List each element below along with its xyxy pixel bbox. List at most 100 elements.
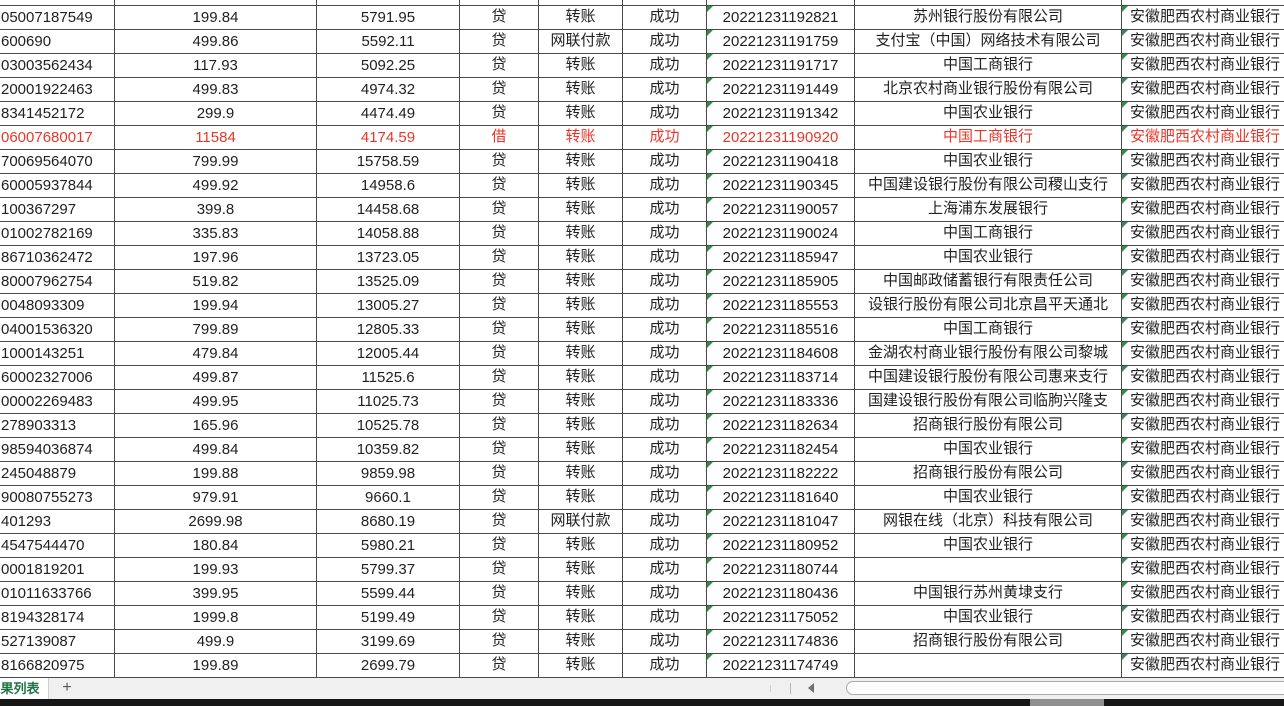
own-bank-cell[interactable]: 安徽肥西农村商业银行 bbox=[1122, 78, 1284, 101]
timestamp-cell[interactable]: 20221231191342 bbox=[707, 102, 855, 125]
scrollbar-split-handle[interactable] bbox=[790, 683, 791, 694]
bank-cell[interactable]: 中国工商银行 bbox=[855, 54, 1122, 77]
bank-cell[interactable]: 招商银行股份有限公司 bbox=[855, 414, 1122, 437]
direction-cell[interactable]: 贷 bbox=[460, 342, 539, 365]
balance-cell[interactable]: 14058.88 bbox=[317, 222, 460, 245]
own-bank-cell[interactable]: 安徽肥西农村商业银行 bbox=[1122, 150, 1284, 173]
account-cell[interactable]: 90080755273 bbox=[0, 486, 115, 509]
account-cell[interactable]: 1000143251 bbox=[0, 342, 115, 365]
bank-cell[interactable]: 北京农村商业银行股份有限公司 bbox=[855, 78, 1122, 101]
direction-cell[interactable]: 贷 bbox=[460, 534, 539, 557]
amount-cell[interactable]: 199.88 bbox=[115, 462, 317, 485]
balance-cell[interactable]: 4174.59 bbox=[317, 126, 460, 149]
direction-cell[interactable]: 贷 bbox=[460, 198, 539, 221]
own-bank-cell[interactable]: 安徽肥西农村商业银行 bbox=[1122, 222, 1284, 245]
own-bank-cell[interactable]: 安徽肥西农村商业银行 bbox=[1122, 126, 1284, 149]
h-scrollbar-thumb[interactable] bbox=[846, 681, 1284, 695]
balance-cell[interactable]: 2699.79 bbox=[317, 654, 460, 677]
bank-cell[interactable]: 中国农业银行 bbox=[855, 534, 1122, 557]
account-cell[interactable]: 04001536320 bbox=[0, 318, 115, 341]
bank-cell[interactable]: 招商银行股份有限公司 bbox=[855, 462, 1122, 485]
account-cell[interactable]: 8194328174 bbox=[0, 606, 115, 629]
amount-cell[interactable]: 799.99 bbox=[115, 150, 317, 173]
amount-cell[interactable]: 199.93 bbox=[115, 558, 317, 581]
direction-cell[interactable]: 借 bbox=[460, 126, 539, 149]
status-cell[interactable]: 成功 bbox=[623, 6, 707, 29]
timestamp-cell[interactable]: 20221231181047 bbox=[707, 510, 855, 533]
account-cell[interactable]: 401293 bbox=[0, 510, 115, 533]
account-cell[interactable]: 01002782169 bbox=[0, 222, 115, 245]
account-cell[interactable]: 70069564070 bbox=[0, 150, 115, 173]
method-cell[interactable]: 转账 bbox=[539, 246, 623, 269]
own-bank-cell[interactable]: 安徽肥西农村商业银行 bbox=[1122, 630, 1284, 653]
amount-cell[interactable]: 979.91 bbox=[115, 486, 317, 509]
bank-cell[interactable]: 苏州银行股份有限公司 bbox=[855, 6, 1122, 29]
method-cell[interactable]: 转账 bbox=[539, 654, 623, 677]
direction-cell[interactable]: 贷 bbox=[460, 174, 539, 197]
amount-cell[interactable]: 399.8 bbox=[115, 198, 317, 221]
balance-cell[interactable]: 4974.32 bbox=[317, 78, 460, 101]
sheet-tab[interactable]: 果列表 bbox=[0, 678, 49, 699]
own-bank-cell[interactable]: 安徽肥西农村商业银行 bbox=[1122, 270, 1284, 293]
status-cell[interactable]: 成功 bbox=[623, 390, 707, 413]
balance-cell[interactable]: 3199.69 bbox=[317, 630, 460, 653]
status-cell[interactable]: 成功 bbox=[623, 510, 707, 533]
method-cell[interactable]: 转账 bbox=[539, 630, 623, 653]
method-cell[interactable]: 转账 bbox=[539, 318, 623, 341]
status-cell[interactable]: 成功 bbox=[623, 558, 707, 581]
bank-cell[interactable]: 中国农业银行 bbox=[855, 102, 1122, 125]
method-cell[interactable]: 转账 bbox=[539, 606, 623, 629]
method-cell[interactable]: 转账 bbox=[539, 150, 623, 173]
balance-cell[interactable]: 9859.98 bbox=[317, 462, 460, 485]
status-cell[interactable]: 成功 bbox=[623, 654, 707, 677]
direction-cell[interactable]: 贷 bbox=[460, 102, 539, 125]
balance-cell[interactable]: 5599.44 bbox=[317, 582, 460, 605]
timestamp-cell[interactable]: 20221231174749 bbox=[707, 654, 855, 677]
status-cell[interactable]: 成功 bbox=[623, 582, 707, 605]
account-cell[interactable]: 03003562434 bbox=[0, 54, 115, 77]
amount-cell[interactable]: 519.82 bbox=[115, 270, 317, 293]
bank-cell[interactable]: 设银行股份有限公司北京昌平天通北 bbox=[855, 294, 1122, 317]
own-bank-cell[interactable]: 安徽肥西农村商业银行 bbox=[1122, 414, 1284, 437]
direction-cell[interactable]: 贷 bbox=[460, 582, 539, 605]
timestamp-cell[interactable]: 20221231184608 bbox=[707, 342, 855, 365]
own-bank-cell[interactable]: 安徽肥西农村商业银行 bbox=[1122, 246, 1284, 269]
own-bank-cell[interactable]: 安徽肥西农村商业银行 bbox=[1122, 582, 1284, 605]
direction-cell[interactable]: 贷 bbox=[460, 486, 539, 509]
balance-cell[interactable]: 8680.19 bbox=[317, 510, 460, 533]
own-bank-cell[interactable]: 安徽肥西农村商业银行 bbox=[1122, 558, 1284, 581]
method-cell[interactable]: 转账 bbox=[539, 366, 623, 389]
amount-cell[interactable]: 199.84 bbox=[115, 6, 317, 29]
amount-cell[interactable]: 1999.8 bbox=[115, 606, 317, 629]
direction-cell[interactable]: 贷 bbox=[460, 462, 539, 485]
balance-cell[interactable]: 5092.25 bbox=[317, 54, 460, 77]
timestamp-cell[interactable]: 20221231192821 bbox=[707, 6, 855, 29]
amount-cell[interactable]: 399.95 bbox=[115, 582, 317, 605]
method-cell[interactable]: 转账 bbox=[539, 414, 623, 437]
method-cell[interactable]: 转账 bbox=[539, 390, 623, 413]
direction-cell[interactable]: 贷 bbox=[460, 246, 539, 269]
bank-cell[interactable]: 国建设银行股份有限公司临朐兴隆支 bbox=[855, 390, 1122, 413]
method-cell[interactable]: 转账 bbox=[539, 342, 623, 365]
method-cell[interactable]: 转账 bbox=[539, 486, 623, 509]
account-cell[interactable]: 86710362472 bbox=[0, 246, 115, 269]
balance-cell[interactable]: 14958.6 bbox=[317, 174, 460, 197]
method-cell[interactable]: 网联付款 bbox=[539, 510, 623, 533]
status-cell[interactable]: 成功 bbox=[623, 414, 707, 437]
timestamp-cell[interactable]: 20221231191759 bbox=[707, 30, 855, 53]
own-bank-cell[interactable]: 安徽肥西农村商业银行 bbox=[1122, 30, 1284, 53]
bank-cell[interactable]: 中国工商银行 bbox=[855, 126, 1122, 149]
bank-cell[interactable]: 中国工商银行 bbox=[855, 318, 1122, 341]
own-bank-cell[interactable]: 安徽肥西农村商业银行 bbox=[1122, 294, 1284, 317]
timestamp-cell[interactable]: 20221231185553 bbox=[707, 294, 855, 317]
amount-cell[interactable]: 299.9 bbox=[115, 102, 317, 125]
balance-cell[interactable]: 13525.09 bbox=[317, 270, 460, 293]
amount-cell[interactable]: 335.83 bbox=[115, 222, 317, 245]
direction-cell[interactable]: 贷 bbox=[460, 438, 539, 461]
amount-cell[interactable]: 499.83 bbox=[115, 78, 317, 101]
amount-cell[interactable]: 799.89 bbox=[115, 318, 317, 341]
bank-cell[interactable]: 中国农业银行 bbox=[855, 246, 1122, 269]
status-cell[interactable]: 成功 bbox=[623, 462, 707, 485]
amount-cell[interactable]: 499.92 bbox=[115, 174, 317, 197]
own-bank-cell[interactable]: 安徽肥西农村商业银行 bbox=[1122, 486, 1284, 509]
